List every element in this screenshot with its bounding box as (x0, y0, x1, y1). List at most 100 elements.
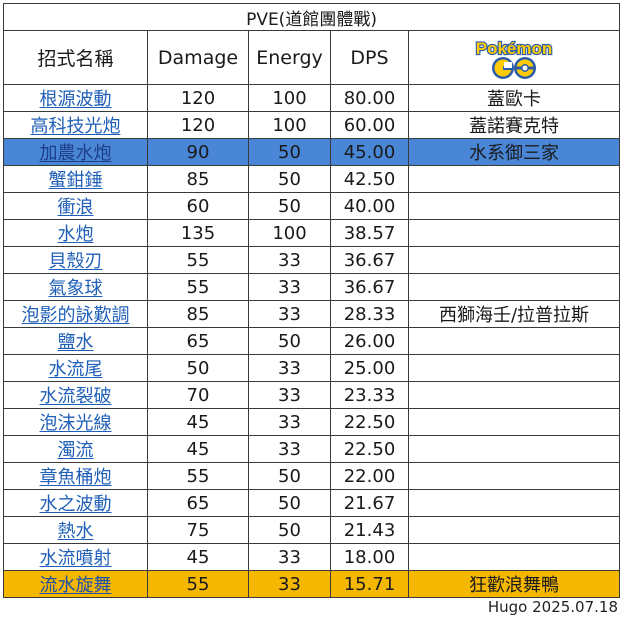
pokemon-note-cell (407, 408, 621, 436)
energy-cell: 100 (248, 84, 331, 112)
dps-cell: 18.00 (330, 543, 409, 571)
dps-cell: 36.67 (330, 246, 409, 274)
dps-cell: 60.00 (330, 111, 409, 139)
dps-cell: 22.50 (330, 408, 409, 436)
pokemon-note-cell (407, 165, 621, 193)
header-energy: Energy (248, 30, 331, 85)
dps-cell: 40.00 (330, 192, 409, 220)
damage-cell: 55 (147, 462, 249, 490)
damage-cell: 45 (147, 408, 249, 436)
energy-cell: 50 (248, 462, 331, 490)
dps-cell: 42.50 (330, 165, 409, 193)
energy-cell: 33 (248, 354, 331, 382)
dps-cell: 21.43 (330, 516, 409, 544)
pokemon-note-cell (407, 381, 621, 409)
pokemon-note-cell: 西獅海壬/拉普拉斯 (407, 300, 621, 328)
move-name-link[interactable]: 水炮 (3, 219, 148, 247)
damage-cell: 85 (147, 300, 249, 328)
pokemon-note-cell (407, 543, 621, 571)
damage-cell: 55 (147, 570, 249, 598)
table-row: 根源波動 120 100 80.00 蓋歐卡 (3, 84, 621, 112)
pve-move-table: PVE(道館團體戰) 招式名稱 Damage Energy DPS Pokémo… (2, 3, 621, 598)
energy-cell: 50 (248, 138, 331, 166)
damage-cell: 65 (147, 489, 249, 517)
move-name-link[interactable]: 蟹鉗錘 (3, 165, 148, 193)
damage-cell: 55 (147, 246, 249, 274)
header-damage: Damage (147, 30, 249, 85)
move-name-link[interactable]: 鹽水 (3, 327, 148, 355)
move-name-link[interactable]: 水流裂破 (3, 381, 148, 409)
header-move: 招式名稱 (3, 30, 148, 85)
dps-cell: 38.57 (330, 219, 409, 247)
move-name-link[interactable]: 流水旋舞 (3, 570, 148, 598)
energy-cell: 33 (248, 273, 331, 301)
move-name-link[interactable]: 根源波動 (3, 84, 148, 112)
table-row: 章魚桶炮 55 50 22.00 (3, 462, 621, 490)
logo-wordmark: Pokémon (476, 39, 553, 58)
dps-cell: 36.67 (330, 273, 409, 301)
energy-cell: 50 (248, 165, 331, 193)
damage-cell: 50 (147, 354, 249, 382)
damage-cell: 60 (147, 192, 249, 220)
header-logo-cell: Pokémon (407, 30, 621, 85)
move-name-link[interactable]: 水流尾 (3, 354, 148, 382)
table-row: 衝浪 60 50 40.00 (3, 192, 621, 220)
move-name-link[interactable]: 水之波動 (3, 489, 148, 517)
damage-cell: 70 (147, 381, 249, 409)
table-row: 鹽水 65 50 26.00 (3, 327, 621, 355)
pokemon-note-cell (407, 489, 621, 517)
pokemon-note-cell (407, 354, 621, 382)
damage-cell: 45 (147, 435, 249, 463)
move-name-link[interactable]: 熱水 (3, 516, 148, 544)
energy-cell: 50 (248, 516, 331, 544)
move-name-link[interactable]: 泡影的詠歎調 (3, 300, 148, 328)
move-name-link[interactable]: 章魚桶炮 (3, 462, 148, 490)
table-row: 貝殼刃 55 33 36.67 (3, 246, 621, 274)
move-name-link[interactable]: 貝殼刃 (3, 246, 148, 274)
damage-cell: 55 (147, 273, 249, 301)
damage-cell: 65 (147, 327, 249, 355)
damage-cell: 90 (147, 138, 249, 166)
move-name-link[interactable]: 泡沫光線 (3, 408, 148, 436)
move-name-link[interactable]: 衝浪 (3, 192, 148, 220)
author-credit: Hugo 2025.07.18 (487, 598, 618, 616)
dps-cell: 25.00 (330, 354, 409, 382)
pokemon-note-cell (407, 516, 621, 544)
pokemon-note-cell (407, 435, 621, 463)
energy-cell: 33 (248, 246, 331, 274)
move-name-link[interactable]: 水流噴射 (3, 543, 148, 571)
move-name-link[interactable]: 加農水炮 (3, 138, 148, 166)
damage-cell: 135 (147, 219, 249, 247)
table-row: 水流噴射 45 33 18.00 (3, 543, 621, 571)
pokemon-go-logo-icon: Pokémon (475, 37, 553, 79)
move-name-link[interactable]: 濁流 (3, 435, 148, 463)
header-dps: DPS (330, 30, 409, 85)
table-row: 熱水 75 50 21.43 (3, 516, 621, 544)
table-title: PVE(道館團體戰) (2, 3, 621, 31)
energy-cell: 50 (248, 327, 331, 355)
energy-cell: 100 (248, 111, 331, 139)
table-row: 水流裂破 70 33 23.33 (3, 381, 621, 409)
pokemon-note-cell (407, 219, 621, 247)
move-name-link[interactable]: 氣象球 (3, 273, 148, 301)
damage-cell: 75 (147, 516, 249, 544)
dps-cell: 80.00 (330, 84, 409, 112)
table-row: 水之波動 65 50 21.67 (3, 489, 621, 517)
dps-cell: 26.00 (330, 327, 409, 355)
table-row: 水炮 135 100 38.57 (3, 219, 621, 247)
title-row: PVE(道館團體戰) (2, 3, 621, 31)
energy-cell: 33 (248, 381, 331, 409)
dps-cell: 22.50 (330, 435, 409, 463)
dps-cell: 21.67 (330, 489, 409, 517)
table-row: 高科技光炮 120 100 60.00 蓋諾賽克特 (3, 111, 621, 139)
energy-cell: 33 (248, 570, 331, 598)
move-name-link[interactable]: 高科技光炮 (3, 111, 148, 139)
table-row: 氣象球 55 33 36.67 (3, 273, 621, 301)
pokemon-note-cell: 水系御三家 (407, 138, 621, 166)
pokemon-note-cell (407, 273, 621, 301)
energy-cell: 33 (248, 300, 331, 328)
dps-cell: 45.00 (330, 138, 409, 166)
energy-cell: 33 (248, 435, 331, 463)
energy-cell: 100 (248, 219, 331, 247)
